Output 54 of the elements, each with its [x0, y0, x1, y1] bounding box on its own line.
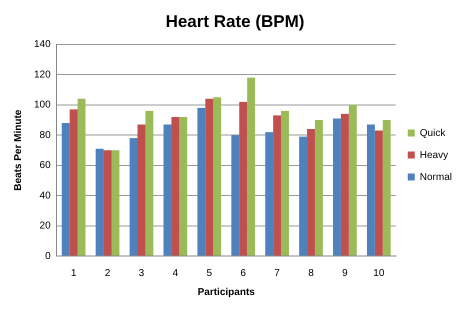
bar — [96, 148, 104, 256]
legend-label: Heavy — [420, 150, 448, 161]
bar — [213, 97, 222, 256]
x-tick-label: 5 — [206, 268, 212, 279]
bar — [205, 98, 214, 256]
x-tick-label: 8 — [308, 268, 314, 279]
bar — [281, 110, 289, 256]
legend-label: Quick — [420, 128, 446, 139]
bar — [70, 109, 78, 256]
bar — [104, 150, 112, 256]
x-tick-label: 10 — [373, 268, 385, 279]
bar — [299, 136, 308, 256]
x-tick-label: 9 — [342, 268, 348, 279]
bar — [273, 115, 282, 256]
bar — [179, 116, 188, 256]
y-tick-label: 20 — [40, 220, 52, 232]
bar — [333, 118, 341, 256]
bar — [231, 135, 240, 256]
bar — [130, 138, 138, 256]
bar — [164, 124, 172, 256]
bar — [382, 120, 391, 256]
y-tick-label: 140 — [34, 39, 52, 50]
bar — [348, 104, 357, 256]
y-axis-title: Beats Per Minute — [12, 109, 24, 191]
y-tick-label: 100 — [34, 100, 52, 111]
x-axis-title: Participants — [198, 286, 256, 298]
bar — [247, 78, 256, 256]
y-tick-label: 40 — [40, 190, 52, 202]
legend-label: Normal — [420, 172, 452, 183]
bar — [138, 124, 146, 256]
y-tick-label: 80 — [40, 130, 52, 141]
y-tick-label: 0 — [45, 250, 52, 262]
bar — [265, 132, 274, 256]
chart-title: Heart Rate (BPM) — [166, 12, 304, 31]
bar — [314, 120, 323, 256]
bar — [340, 114, 349, 256]
y-tick-label: 60 — [40, 160, 52, 172]
x-tick-label: 7 — [274, 268, 280, 279]
bar — [62, 122, 70, 256]
bar — [239, 102, 248, 256]
bar — [112, 150, 120, 256]
x-tick-label: 2 — [104, 268, 111, 279]
bar — [145, 110, 154, 256]
y-tick-label: 120 — [34, 69, 52, 80]
x-tick-label: 4 — [172, 268, 179, 279]
x-tick-label: 6 — [240, 268, 246, 279]
bar — [78, 98, 86, 256]
x-tick-label: 1 — [70, 268, 77, 279]
bar — [307, 129, 315, 256]
bar — [171, 116, 180, 256]
bar — [366, 124, 375, 256]
x-tick-label: 3 — [138, 268, 145, 279]
bar — [374, 130, 383, 256]
bar — [197, 108, 206, 256]
